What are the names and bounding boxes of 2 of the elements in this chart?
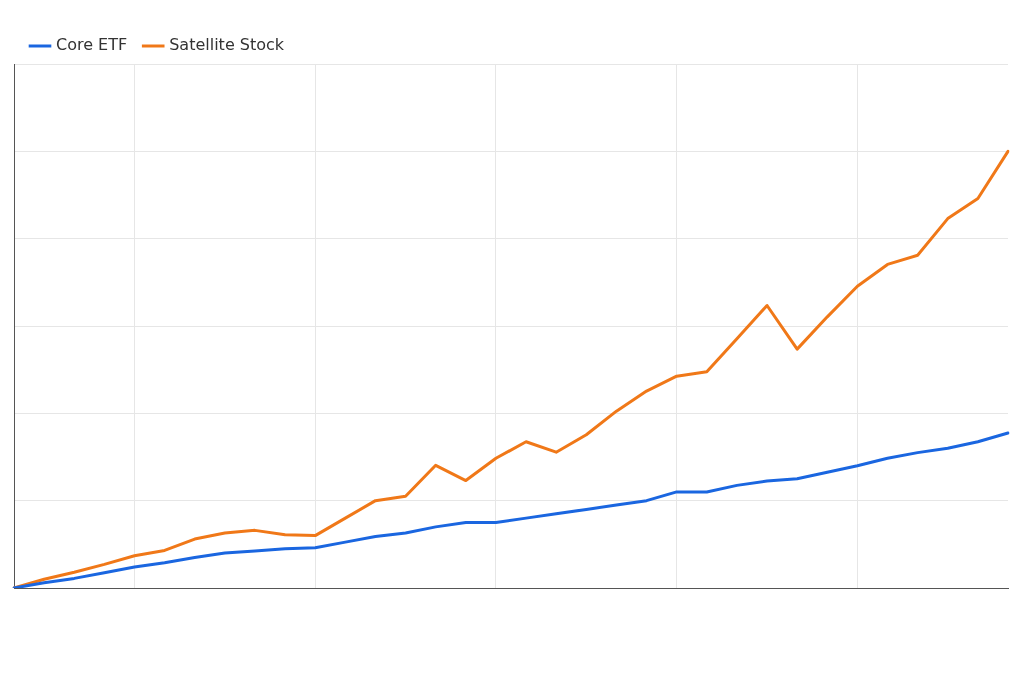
legend-label: Satellite Stock — [169, 35, 285, 55]
legend-label: Core ETF — [56, 35, 128, 55]
